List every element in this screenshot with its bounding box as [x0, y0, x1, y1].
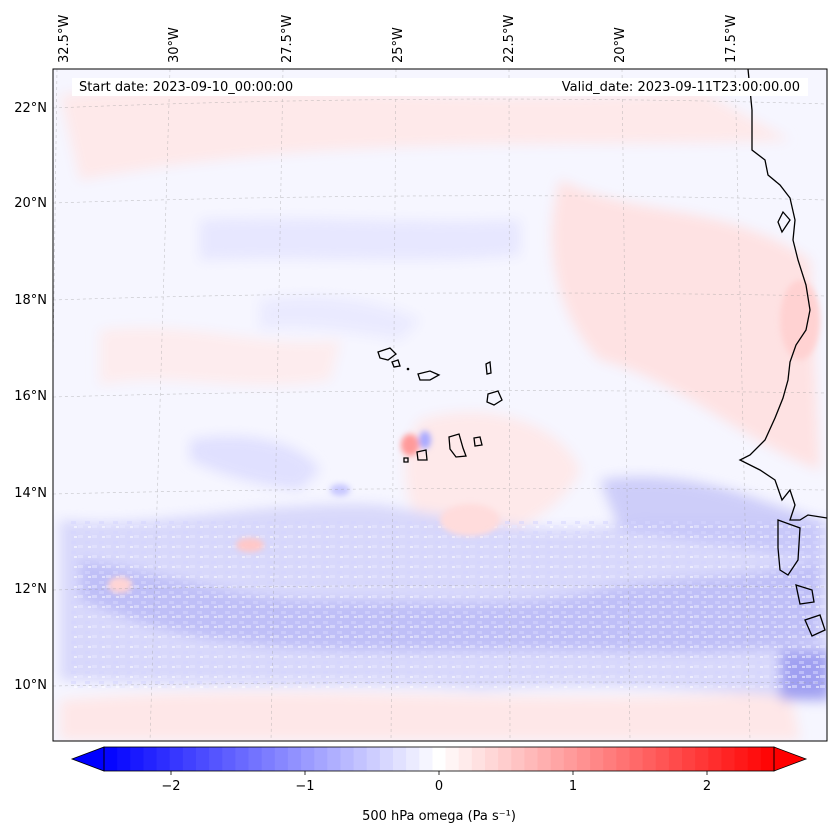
lon-label: 22.5°W: [502, 15, 517, 63]
colorbar-cell: [195, 747, 210, 771]
lon-label: 27.5°W: [280, 15, 295, 63]
colorbar-cell: [747, 747, 762, 771]
colorbar-cell: [379, 747, 394, 771]
lat-label: 14°N: [14, 486, 47, 501]
colorbar-tick-label: 1: [569, 779, 577, 794]
colorbar-extend-min: [70, 746, 105, 772]
lat-label: 22°N: [14, 101, 47, 116]
lon-label: 25°W: [391, 27, 406, 63]
colorbar-cell: [511, 747, 525, 771]
colorbar-cell: [169, 747, 184, 771]
colorbar-cell: [353, 747, 368, 771]
colorbar-tick-label: 2: [703, 779, 711, 794]
graticule: [53, 69, 827, 741]
colorbar-cell: [708, 747, 723, 771]
colorbar-cell: [695, 747, 709, 771]
colorbar-cell: [471, 747, 486, 771]
colorbar-tick-label: −2: [161, 779, 180, 794]
colorbar-cell: [156, 747, 171, 771]
colorbar-cell: [484, 747, 499, 771]
lon-label: 17.5°W: [724, 15, 739, 63]
lat-label: 16°N: [14, 389, 47, 404]
colorbar-extend-max: [773, 746, 808, 772]
colorbar-cell: [130, 747, 145, 771]
colorbar-cell: [668, 747, 683, 771]
lat-label: 12°N: [14, 582, 47, 597]
colorbar-cell: [261, 747, 276, 771]
colorbar-cell: [301, 747, 315, 771]
longitude-labels: 32.5°W 30°W 27.5°W 25°W 22.5°W 20°W 17.5…: [57, 15, 739, 63]
colorbar-cell: [366, 747, 381, 771]
colorbar-cell: [524, 747, 539, 771]
colorbar-cell: [642, 747, 657, 771]
colorbar-cell: [603, 747, 617, 771]
colorbar-cell: [537, 747, 552, 771]
colorbar-cell: [419, 747, 434, 771]
header-box: [72, 78, 808, 96]
colorbar-tick-label: 0: [435, 779, 443, 794]
colorbar-cell: [274, 747, 289, 771]
omega-field: [53, 69, 827, 741]
colorbar-cell: [248, 747, 263, 771]
colorbar-cell: [458, 747, 473, 771]
map-frame: [52, 68, 828, 742]
colorbar-cells: [104, 747, 775, 771]
colorbar-cell: [209, 747, 223, 771]
colorbar-cell: [393, 747, 407, 771]
colorbar-cell: [406, 747, 420, 771]
colorbar-cell: [117, 747, 131, 771]
colorbar-cell: [721, 747, 736, 771]
colorbar-cell: [682, 747, 696, 771]
lat-label: 10°N: [14, 678, 47, 693]
colorbar-cell: [340, 747, 355, 771]
lon-label: 32.5°W: [57, 15, 72, 63]
colorbar-cell: [143, 747, 158, 771]
colorbar-cell: [182, 747, 197, 771]
coast-island-north: [777, 210, 791, 234]
lon-label: 20°W: [613, 27, 628, 63]
colorbar-cell: [563, 747, 578, 771]
colorbar-cell: [590, 747, 604, 771]
colorbar-cell: [314, 747, 328, 771]
valid-date-label: Valid_date: 2023-09-11T23:00:00.00: [562, 80, 800, 95]
colorbar-ticks: −2 −1 0 1 2: [161, 771, 711, 794]
start-date-label: Start date: 2023-09-10_00:00:00: [79, 80, 293, 95]
colorbar-cell: [104, 747, 118, 771]
coastline: [377, 69, 827, 637]
colorbar: −2 −1 0 1 2 500 hPa omega (Pa s⁻¹): [70, 746, 808, 824]
lat-label: 18°N: [14, 293, 47, 308]
colorbar-cell: [616, 747, 631, 771]
colorbar-cell: [734, 747, 749, 771]
colorbar-cell: [235, 747, 250, 771]
latitude-labels: 22°N 20°N 18°N 16°N 14°N 12°N 10°N: [14, 101, 47, 693]
colorbar-cell: [655, 747, 670, 771]
lon-label: 30°W: [167, 27, 182, 63]
colorbar-cell: [445, 747, 460, 771]
colorbar-cell: [550, 747, 565, 771]
colorbar-tick-label: −1: [295, 779, 314, 794]
lat-label: 20°N: [14, 196, 47, 211]
colorbar-cell: [327, 747, 342, 771]
colorbar-cell: [760, 747, 775, 771]
colorbar-cell: [432, 747, 447, 771]
colorbar-cell: [498, 747, 512, 771]
colorbar-cell: [576, 747, 591, 771]
colorbar-cell: [629, 747, 644, 771]
colorbar-cell: [287, 747, 302, 771]
island-santo-antao: [377, 347, 397, 361]
island-santiago: [448, 433, 467, 458]
colorbar-label: 500 hPa omega (Pa s⁻¹): [362, 809, 516, 824]
colorbar-cell: [222, 747, 236, 771]
